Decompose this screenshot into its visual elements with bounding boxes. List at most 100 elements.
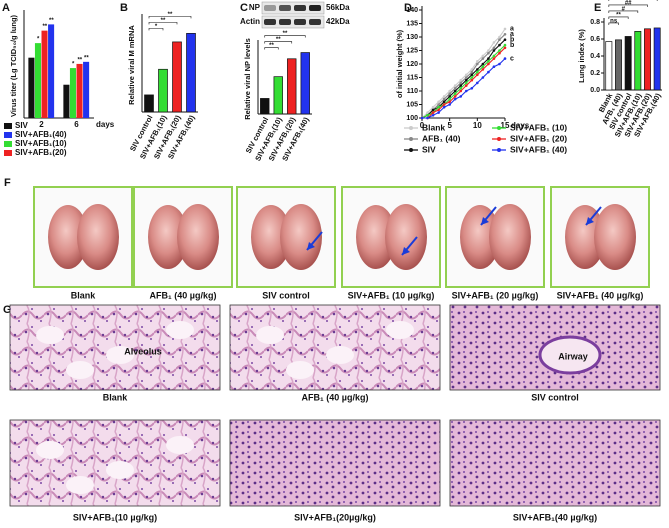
- alveolus: [36, 441, 64, 459]
- point: [498, 49, 501, 52]
- legend-marker: [409, 137, 413, 141]
- point: [448, 100, 451, 104]
- point: [492, 49, 496, 52]
- significance-label: **: [77, 57, 82, 63]
- alveolus: [326, 346, 354, 364]
- significance-bracket: [148, 28, 164, 31]
- y-tick-label: 0.4: [590, 53, 600, 60]
- panel-label: G: [3, 304, 12, 316]
- y-axis-label: Relative viral NP levels: [243, 38, 252, 120]
- significance-label: **: [616, 13, 621, 19]
- x-tick-label: 10: [473, 121, 482, 130]
- point: [476, 68, 479, 71]
- bar: [172, 41, 182, 113]
- legend-label: SIV: [422, 144, 436, 154]
- significance-bracket: [148, 16, 192, 19]
- image-caption: AFB₁ (40 µg/kg): [302, 392, 369, 402]
- bar: [605, 41, 613, 91]
- bar: [615, 39, 622, 91]
- point: [498, 43, 501, 47]
- point: [442, 97, 446, 101]
- point: [431, 105, 435, 109]
- line: [422, 47, 506, 119]
- point: [453, 97, 457, 101]
- x-tick-label: 15: [501, 121, 510, 130]
- significance-label: ns: [610, 19, 618, 25]
- blot-band: [264, 5, 276, 11]
- blot-size-label: 56kDa: [326, 3, 350, 12]
- blot-band: [279, 5, 291, 11]
- point: [459, 78, 463, 82]
- arrow-head: [586, 217, 594, 225]
- blot-band: [294, 5, 306, 11]
- lung-lobe: [48, 205, 88, 269]
- arrow-head: [307, 242, 315, 250]
- lung-lobe: [594, 204, 636, 270]
- point: [481, 54, 485, 58]
- y-tick-label: 0.0: [590, 87, 600, 94]
- image-caption: Blank: [103, 392, 129, 402]
- line: [421, 44, 506, 119]
- point: [464, 78, 468, 82]
- x-tick-label: 2: [39, 120, 44, 129]
- significance-label: **: [283, 31, 288, 37]
- significance-label: *: [72, 62, 75, 68]
- point: [453, 95, 457, 98]
- legend-label: SIV: [15, 121, 29, 130]
- alveolus: [66, 361, 94, 379]
- photo-caption: SIV+AFB₁ (40 µg/kg): [557, 290, 644, 300]
- panel-label: B: [120, 2, 128, 14]
- lung-lobe: [77, 204, 119, 270]
- lung-lobe: [460, 205, 500, 269]
- y-axis-label: Virus titer (Lg TCID₅₀/g lung): [9, 14, 18, 117]
- legend-marker: [497, 148, 501, 152]
- point: [487, 49, 490, 52]
- legend-label: SIV+AFB₁ (10): [510, 122, 567, 132]
- legend-label: SIV+AFB₁(10): [15, 139, 67, 148]
- point: [464, 89, 468, 93]
- significance-bracket: [264, 41, 293, 44]
- airway: [538, 335, 602, 375]
- panel-label: E: [594, 2, 601, 14]
- legend-label: SIV+AFB₁ (20): [510, 133, 567, 143]
- point: [464, 76, 468, 79]
- panel-label: A: [2, 2, 10, 14]
- point: [437, 100, 440, 104]
- point: [481, 68, 485, 71]
- lung-lobe: [385, 204, 427, 270]
- y-tick-label: 110: [407, 88, 418, 95]
- blot-band: [294, 19, 306, 25]
- blot-band-label: NP: [249, 3, 261, 12]
- point: [448, 89, 451, 93]
- point: [448, 97, 451, 101]
- point: [426, 114, 429, 117]
- y-axis-label: of initial weight (%): [395, 29, 404, 98]
- point: [464, 81, 468, 85]
- point: [470, 76, 474, 79]
- legend-marker: [409, 126, 413, 130]
- bar: [644, 28, 651, 91]
- line: [421, 33, 506, 119]
- y-tick-label: 135: [406, 20, 418, 27]
- blot-band: [309, 5, 321, 11]
- lung-lobe: [565, 205, 605, 269]
- legend-marker: [497, 137, 501, 141]
- point: [426, 111, 429, 114]
- point: [420, 116, 424, 120]
- alveolus: [36, 326, 64, 344]
- point: [448, 103, 451, 106]
- lung-lobe: [251, 205, 291, 269]
- line: [421, 28, 506, 119]
- point: [442, 105, 446, 109]
- blot-band: [279, 19, 291, 25]
- x-axis-label: days: [511, 121, 530, 130]
- y-tick-label: 125: [406, 47, 418, 54]
- image-caption: SIV+AFB₁(20µg/kg): [294, 512, 376, 522]
- point: [442, 100, 446, 104]
- significance-label: ##: [625, 1, 632, 7]
- bar: [28, 57, 35, 118]
- point: [431, 111, 435, 114]
- lung-lobe: [148, 205, 188, 269]
- point: [453, 89, 457, 93]
